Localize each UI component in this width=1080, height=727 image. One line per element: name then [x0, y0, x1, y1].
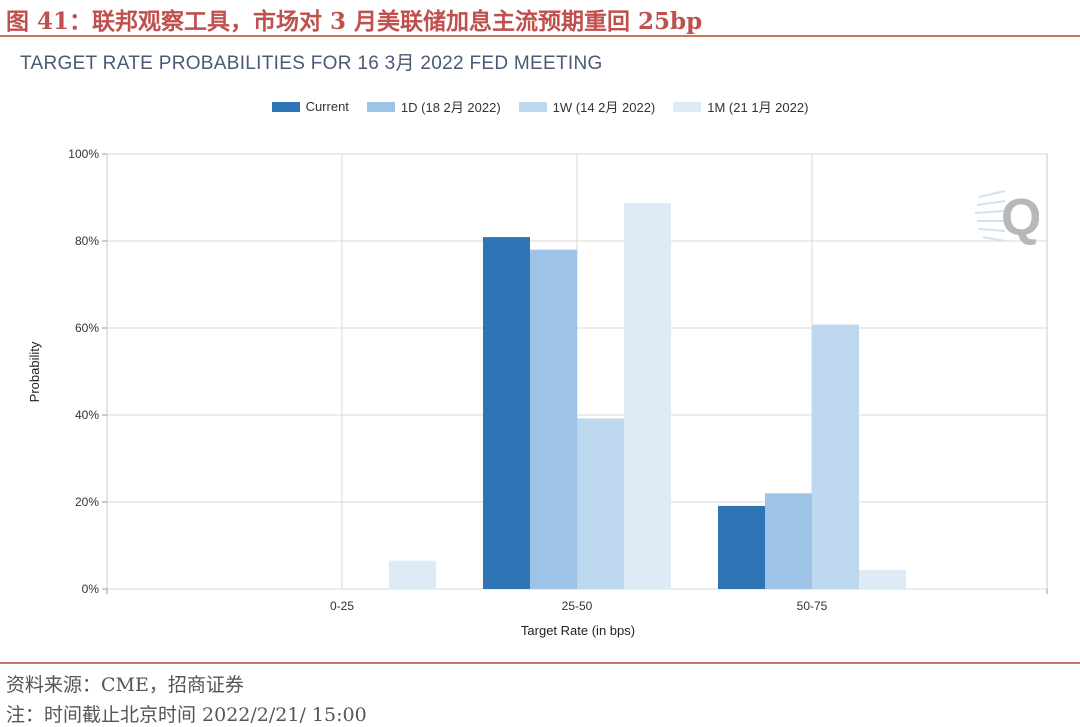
y-tick-label: 40%: [75, 408, 99, 422]
y-tick-label: 20%: [75, 495, 99, 509]
y-tick-label: 100%: [68, 147, 99, 161]
y-tick-label: 80%: [75, 234, 99, 248]
bar-chart: 0% 20% 40% 60% 80% 100% 0-25 25-50 50-75 Probabi…: [27, 147, 1048, 638]
legend-item-1m[interactable]: 1M (21 1月 2022): [673, 97, 808, 116]
note-text: 注：时间截止北京时间 2022/2/21/ 15:00: [6, 704, 367, 726]
axis-layer: 0% 20% 40% 60% 80% 100% 0-25 25-50 50-75: [68, 147, 1048, 613]
bar-25-50-series-2[interactable]: [577, 418, 624, 589]
x-tick-label: 50-75: [797, 599, 828, 613]
x-axis-title: Target Rate (in bps): [521, 623, 635, 638]
bar-50-75-series-2[interactable]: [812, 324, 859, 589]
y-tick-label: 0%: [82, 582, 100, 596]
legend-swatch-current: [271, 101, 300, 112]
bar-50-75-series-3[interactable]: [859, 569, 906, 589]
x-tick-label: 0-25: [330, 599, 354, 613]
bar-50-75-series-1[interactable]: [765, 493, 812, 589]
legend-label-1w: 1W (14 2月 2022): [552, 100, 656, 115]
bar-25-50-series-3[interactable]: [624, 203, 671, 589]
chart-legend: Current 1D (18 2月 2022) 1W (14 2月 2022) …: [0, 97, 1080, 116]
legend-label-1d: 1D (18 2月 2022): [400, 100, 501, 115]
watermark-letter: Q: [1001, 189, 1039, 247]
y-tick-label: 60%: [75, 321, 99, 335]
figure-title: 图 41：联邦观察工具，市场对 3 月美联储加息主流预期重回 25bp: [6, 8, 703, 35]
bar-25-50-series-0[interactable]: [483, 237, 530, 589]
bottom-divider: [0, 662, 1080, 664]
legend-label-current: Current: [305, 99, 349, 114]
legend-item-1d[interactable]: 1D (18 2月 2022): [366, 97, 501, 116]
bar-layer: [389, 203, 906, 589]
y-axis-title: Probability: [27, 341, 42, 402]
legend-swatch-1w: [518, 101, 547, 112]
x-tick-label: 25-50: [562, 599, 593, 613]
legend-swatch-1d: [366, 101, 395, 112]
top-divider: [0, 35, 1080, 37]
bar-0-25-series-3[interactable]: [389, 560, 436, 589]
legend-swatch-1m: [673, 101, 702, 112]
legend-item-current[interactable]: Current: [271, 97, 349, 116]
watermark-logo: Q: [975, 189, 1039, 247]
source-text: 资料来源：CME，招商证券: [6, 674, 244, 696]
chart-title: TARGET RATE PROBABILITIES FOR 16 3月 2022…: [20, 53, 603, 74]
bar-50-75-series-0[interactable]: [718, 505, 765, 589]
bar-25-50-series-1[interactable]: [530, 249, 577, 589]
legend-item-1w[interactable]: 1W (14 2月 2022): [518, 97, 656, 116]
legend-label-1m: 1M (21 1月 2022): [707, 100, 809, 115]
